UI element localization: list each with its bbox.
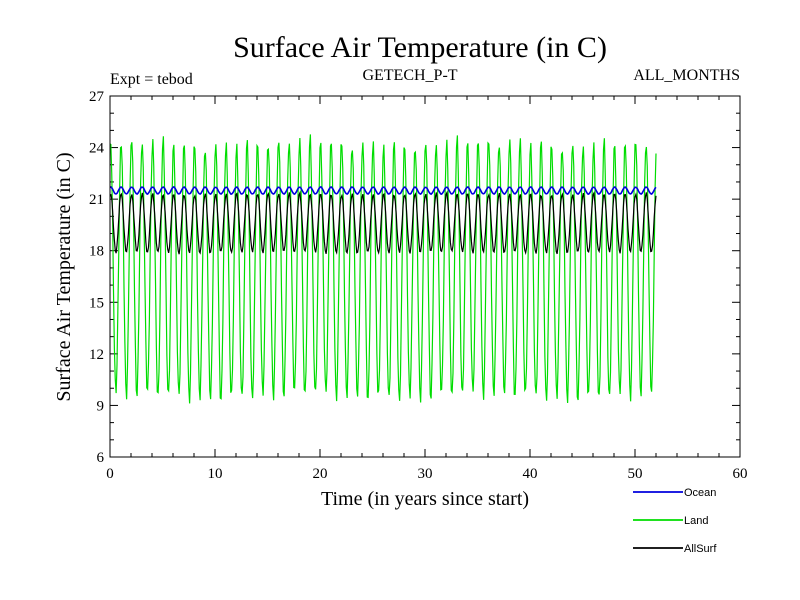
x-tick-label: 20 — [313, 466, 328, 482]
chart-title: Surface Air Temperature (in C) — [233, 31, 607, 64]
series-line-allsurf — [109, 190, 657, 256]
x-tick-label: 10 — [208, 466, 223, 482]
x-tick-label: 50 — [628, 466, 643, 482]
y-tick-label: 9 — [97, 398, 105, 414]
y-tick-label: 27 — [89, 89, 105, 105]
y-axis-label: Surface Air Temperature (in C) — [53, 152, 75, 401]
x-tick-label: 0 — [106, 466, 114, 482]
legend-label-land: Land — [684, 515, 708, 527]
y-tick-label: 15 — [89, 295, 104, 311]
legend-label-ocean: Ocean — [684, 487, 716, 499]
legend-label-allsurf: AllSurf — [684, 543, 717, 555]
y-tick-label: 6 — [97, 450, 105, 466]
series-line-land — [109, 134, 657, 404]
experiment-label: Expt = tebod — [110, 71, 193, 88]
legend: Ocean Land AllSurf — [633, 487, 717, 555]
plot-frame — [109, 95, 741, 458]
series-layer — [109, 134, 657, 404]
x-tick-label: 30 — [418, 466, 433, 482]
x-tick-label: 40 — [523, 466, 538, 482]
y-tick-label: 18 — [89, 244, 104, 260]
y-tick-label: 21 — [89, 192, 104, 208]
dataset-label: GETECH_P-T — [362, 67, 457, 84]
y-tick-label: 24 — [89, 141, 105, 157]
series-line-ocean — [109, 185, 657, 196]
x-tick-labels: 0 10 20 30 40 50 60 — [106, 466, 747, 482]
y-tick-label: 12 — [89, 347, 104, 363]
x-tick-label: 60 — [733, 466, 748, 482]
months-label: ALL_MONTHS — [633, 67, 740, 84]
y-tick-labels: 6 9 12 15 18 21 24 27 — [89, 89, 105, 466]
x-axis-label: Time (in years since start) — [321, 488, 529, 510]
